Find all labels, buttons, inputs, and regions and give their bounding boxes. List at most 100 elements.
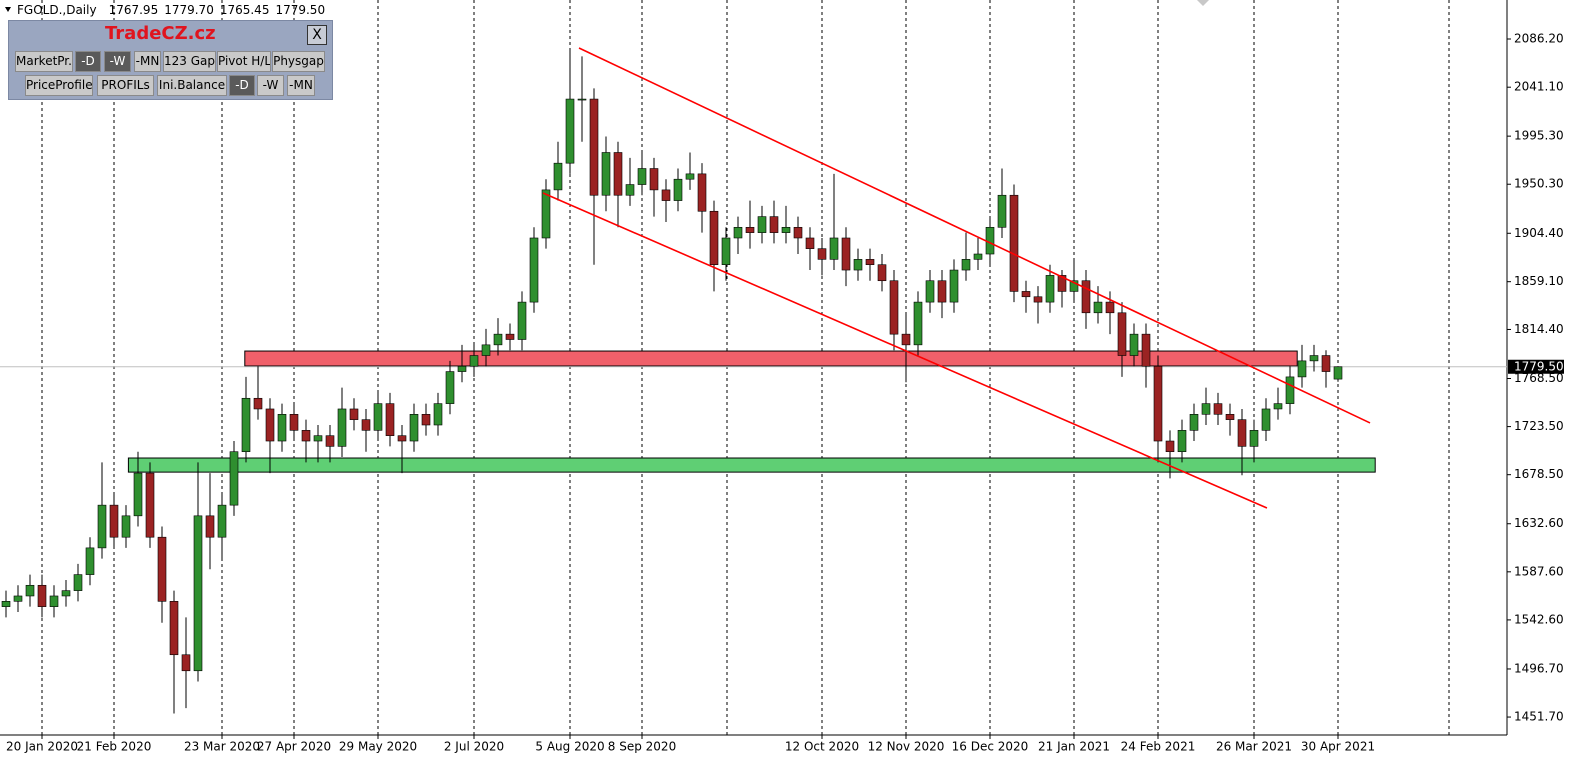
y-tick-label: 1678.50 xyxy=(1514,467,1564,481)
candle-body xyxy=(865,259,875,265)
candle-body xyxy=(745,226,755,233)
candle-body xyxy=(1225,414,1235,420)
candle-body xyxy=(1213,403,1223,415)
candle-body xyxy=(1141,333,1151,367)
x-tick-label: 24 Feb 2021 xyxy=(1121,740,1196,754)
low-value: 1765.45 xyxy=(220,3,270,17)
candle-body xyxy=(433,403,443,426)
candle-body xyxy=(121,515,131,538)
candle-body xyxy=(805,237,815,249)
candle-body xyxy=(649,168,659,191)
y-tick-label: 1859.10 xyxy=(1514,274,1564,288)
candle-body xyxy=(1177,430,1187,453)
candle-body xyxy=(361,419,371,431)
candle-body xyxy=(997,194,1007,228)
price-zone xyxy=(127,457,1376,473)
candle-body xyxy=(157,536,167,602)
candle-body xyxy=(349,408,359,420)
y-tick-label: 1451.70 xyxy=(1514,710,1564,724)
candle-body xyxy=(973,253,983,260)
candle-body xyxy=(493,333,503,346)
candle-body xyxy=(229,451,239,506)
candle-body xyxy=(1021,291,1031,298)
panel-button[interactable]: Physgap xyxy=(272,51,325,72)
candle-body xyxy=(949,269,959,303)
x-tick-label: 12 Nov 2020 xyxy=(868,740,945,754)
candle-body xyxy=(781,226,791,233)
y-tick-label: 1814.40 xyxy=(1514,322,1564,336)
candle-body xyxy=(1069,280,1079,292)
x-tick-label: 12 Oct 2020 xyxy=(785,740,859,754)
candle-body xyxy=(661,189,671,201)
price-zone xyxy=(244,350,1298,367)
candle-body xyxy=(181,654,191,672)
candle-body xyxy=(517,301,527,340)
panel-button[interactable]: PriceProfile xyxy=(25,75,93,96)
candle-body xyxy=(673,178,683,201)
candle-body xyxy=(241,397,251,453)
candle-body xyxy=(793,226,803,239)
x-tick-label: 30 Apr 2021 xyxy=(1301,740,1375,754)
candle-body xyxy=(1309,355,1319,362)
candle-body xyxy=(685,173,695,180)
symbol: FGOLD.,Daily xyxy=(17,3,97,17)
x-tick-label: 27 Apr 2020 xyxy=(257,740,331,754)
y-tick-label: 1542.60 xyxy=(1514,612,1564,626)
x-tick-label: 5 Aug 2020 xyxy=(535,740,604,754)
x-tick-label: 29 May 2020 xyxy=(339,740,417,754)
candle-body xyxy=(529,237,539,303)
scroll-marker xyxy=(1197,0,1209,6)
panel-button[interactable]: Ini.Balance xyxy=(157,75,227,96)
panel-button[interactable]: -MN xyxy=(134,51,161,72)
candle-body xyxy=(133,472,143,517)
panel-button[interactable]: -D xyxy=(229,75,255,96)
candle-body xyxy=(445,371,455,404)
panel-button[interactable]: Pivot H/L xyxy=(217,51,271,72)
candle-body xyxy=(1321,355,1331,372)
candle-body xyxy=(505,333,515,340)
candle-body xyxy=(889,280,899,335)
candle-body xyxy=(97,504,107,549)
candle-body xyxy=(25,584,35,597)
panel-button[interactable]: -W xyxy=(257,75,284,96)
candle-body xyxy=(1045,275,1055,303)
candle-body xyxy=(553,162,563,191)
candle-body xyxy=(877,264,887,282)
candle-body xyxy=(1105,301,1115,314)
candle-body xyxy=(1285,376,1295,404)
candle-body xyxy=(1,601,11,607)
candle-body xyxy=(469,355,479,367)
panel-button[interactable]: 123 Gap xyxy=(163,51,216,72)
y-tick-label: 1768.50 xyxy=(1514,371,1564,385)
panel-button[interactable]: -MN xyxy=(287,75,315,96)
x-tick-label: 8 Sep 2020 xyxy=(608,740,676,754)
candle-body xyxy=(1057,275,1067,292)
panel-button[interactable]: PROFILs xyxy=(97,75,154,96)
candle-body xyxy=(457,365,467,372)
candle-body xyxy=(265,408,275,442)
candle-body xyxy=(901,333,911,346)
candle-body xyxy=(925,280,935,303)
candle-body xyxy=(613,152,623,196)
candle-body xyxy=(853,259,863,271)
y-tick-label: 1496.70 xyxy=(1514,661,1564,675)
y-tick-label: 2086.20 xyxy=(1514,32,1564,46)
last-price-label: 1779.50 xyxy=(1514,359,1564,373)
candle-body xyxy=(397,435,407,442)
panel-button[interactable]: -W xyxy=(104,51,131,72)
candle-body xyxy=(169,601,179,656)
panel-button[interactable]: MarketPr. xyxy=(15,51,73,72)
candle-body xyxy=(1237,419,1247,447)
candle-body xyxy=(277,414,287,442)
close-button[interactable]: X xyxy=(307,25,327,45)
candle-body xyxy=(1093,301,1103,314)
candle-body xyxy=(721,237,731,265)
candle-body xyxy=(601,152,611,196)
candle-body xyxy=(193,515,203,672)
candle-body xyxy=(1081,280,1091,314)
candle-body xyxy=(829,237,839,260)
y-tick-label: 1723.50 xyxy=(1514,419,1564,433)
candle-body xyxy=(637,168,647,185)
panel-button[interactable]: -D xyxy=(75,51,101,72)
